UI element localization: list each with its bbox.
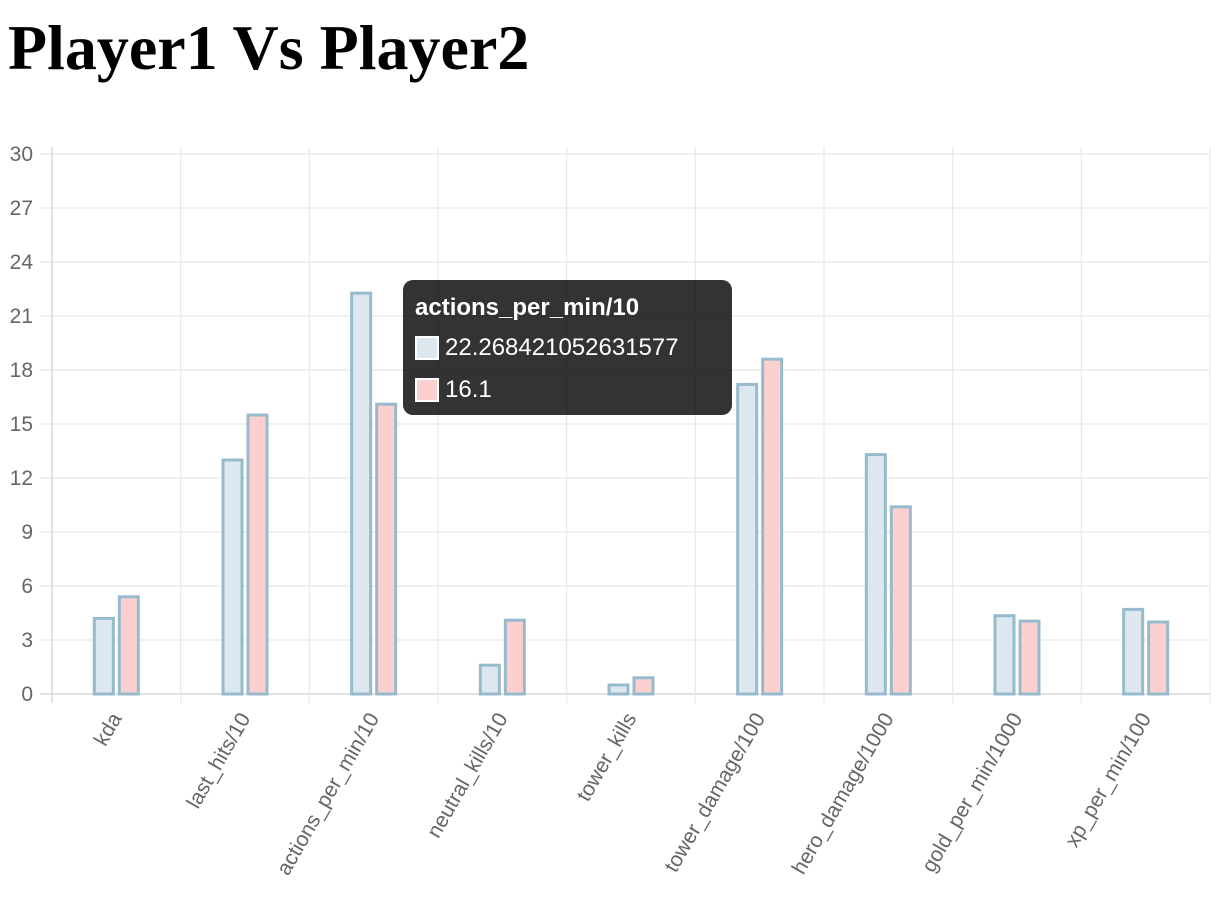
bar-series1-gold-per-min-1000 — [993, 614, 1016, 696]
grid-lines — [40, 147, 1211, 703]
bar-series2-hero-damage-1000 — [889, 505, 912, 696]
tooltip-title: actions_per_min/10 — [415, 294, 640, 321]
y-axis: 0 3 6 9 12 15 18 21 24 27 30 — [10, 143, 34, 706]
y-tick-label-0: 0 — [21, 683, 33, 706]
y-tick-label-21: 21 — [10, 305, 33, 328]
bar-series1-neutral-kills-10 — [478, 663, 501, 696]
bar-series2-kda — [117, 595, 140, 696]
bar-series2-tower-damage-100 — [761, 357, 784, 696]
y-tick-label-24: 24 — [10, 251, 34, 274]
bar-series1-actions-per-min-10 — [350, 291, 373, 696]
tooltip-row-series-2: 16.1 — [415, 376, 720, 404]
tooltip-swatch-series-1 — [415, 336, 439, 360]
x-tick-label-kda: kda — [90, 709, 127, 750]
x-tick-label-last-hits-10: last_hits/10 — [182, 709, 255, 813]
tooltip-swatch-series-2 — [415, 378, 439, 402]
x-tick-label-tower-kills: tower_kills — [572, 709, 641, 805]
x-tick-label-actions-per-min-10: actions_per_min/10 — [272, 709, 384, 879]
y-tick-label-3: 3 — [21, 629, 33, 652]
x-tick-label-hero-damage-1000: hero_damage/1000 — [788, 709, 899, 878]
y-tick-label-18: 18 — [10, 359, 33, 382]
y-tick-label-9: 9 — [21, 521, 33, 544]
x-axis: kda last_hits/10 actions_per_min/10 neutral… — [90, 709, 1156, 880]
x-tick-label-xp-per-min-100: xp_per_min/100 — [1061, 709, 1156, 851]
y-tick-label-27: 27 — [10, 197, 33, 220]
y-tick-label-12: 12 — [10, 467, 33, 490]
bar-series1-last-hits-10 — [221, 458, 244, 696]
bar-series1-tower-kills — [607, 683, 630, 696]
bar-series1-kda — [92, 616, 115, 696]
bar-series1-xp-per-min-100 — [1122, 607, 1145, 696]
x-tick-label-neutral-kills-10: neutral_kills/10 — [423, 709, 513, 842]
bar-series2-gold-per-min-1000 — [1018, 619, 1041, 696]
tooltip-row-series-1: 22.268421052631577 — [415, 334, 720, 362]
bar-series2-xp-per-min-100 — [1147, 620, 1170, 696]
tooltip-value-series-1: 22.268421052631577 — [445, 334, 679, 361]
bars — [92, 291, 1170, 696]
chart-tooltip: actions_per_min/10 22.268421052631577 16… — [403, 280, 732, 415]
bar-series2-last-hits-10 — [246, 413, 269, 696]
bar-series2-neutral-kills-10 — [503, 618, 526, 696]
page-title: Player1 Vs Player2 — [8, 12, 530, 83]
tooltip-value-series-2: 16.1 — [445, 376, 492, 403]
bar-series2-actions-per-min-10 — [375, 402, 398, 696]
x-tick-label-gold-per-min-1000: gold_per_min/1000 — [918, 709, 1028, 876]
x-tick-label-tower-damage-100: tower_damage/100 — [660, 709, 770, 876]
y-tick-label-30: 30 — [10, 143, 33, 166]
y-tick-label-15: 15 — [10, 413, 33, 436]
bar-series1-tower-damage-100 — [736, 382, 759, 696]
bar-series2-tower-kills — [632, 676, 655, 696]
y-tick-label-6: 6 — [21, 575, 33, 598]
bar-series1-hero-damage-1000 — [864, 453, 887, 696]
